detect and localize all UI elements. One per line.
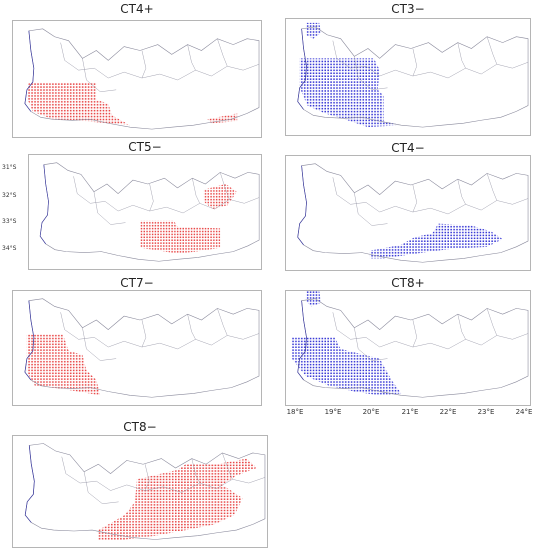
lon-label: 18°E xyxy=(286,408,304,416)
district-boundary xyxy=(412,48,417,77)
hatched-region xyxy=(305,22,322,39)
district-boundary xyxy=(332,312,529,350)
hatched-region xyxy=(299,58,402,128)
region-map xyxy=(24,28,260,130)
district-boundary xyxy=(412,184,417,213)
district-boundary xyxy=(412,319,417,348)
hatched-region xyxy=(369,223,503,259)
coastline xyxy=(297,165,307,246)
province-outline xyxy=(39,162,260,262)
district-boundary xyxy=(457,314,466,340)
hatched-region xyxy=(140,220,221,254)
coastline xyxy=(39,164,49,245)
hatched-region xyxy=(203,183,237,210)
coastline xyxy=(24,30,35,112)
lat-label: 31°S xyxy=(2,164,17,171)
lon-label: 21°E xyxy=(401,408,419,416)
district-boundary xyxy=(83,471,119,504)
district-boundary xyxy=(457,179,466,205)
district-boundary xyxy=(61,456,266,493)
district-boundary xyxy=(486,308,497,336)
hatched-region xyxy=(26,81,131,126)
panel-title: CT5− xyxy=(128,140,162,154)
panel-ct4minus: CT4− xyxy=(285,141,531,271)
district-boundary xyxy=(60,312,260,350)
lon-label: 23°E xyxy=(477,408,495,416)
panel-ct7minus: CT7− xyxy=(12,276,262,406)
district-boundary xyxy=(141,50,147,79)
district-boundary xyxy=(486,36,497,65)
district-boundary xyxy=(219,172,230,200)
coastline xyxy=(297,28,307,110)
map-frame xyxy=(12,290,262,406)
district-boundary xyxy=(192,178,200,204)
district-boundary xyxy=(60,42,260,81)
coastline xyxy=(297,300,307,381)
lon-label: 20°E xyxy=(362,408,380,416)
region-map xyxy=(24,298,260,398)
district-boundary xyxy=(354,327,388,361)
district-boundary xyxy=(354,56,388,90)
map-frame xyxy=(12,20,262,138)
lon-label: 19°E xyxy=(324,408,342,416)
hatched-region xyxy=(26,333,101,396)
district-boundary xyxy=(332,40,529,79)
region-map xyxy=(24,443,266,540)
map-frame xyxy=(285,18,531,136)
district-boundary xyxy=(187,314,196,340)
district-boundary xyxy=(149,183,154,212)
panel-title: CT7− xyxy=(120,276,154,290)
lat-label: 32°S xyxy=(2,192,17,199)
district-boundary xyxy=(93,191,126,225)
district-boundary xyxy=(82,58,117,92)
district-boundary xyxy=(82,327,117,361)
map-frame xyxy=(28,154,262,270)
district-boundary xyxy=(187,44,196,71)
province-outline xyxy=(297,163,529,263)
panel-title: CT8− xyxy=(123,420,157,434)
map-frame xyxy=(12,435,268,548)
panel-title: CT8+ xyxy=(391,276,425,290)
region-map xyxy=(39,162,260,262)
lon-label: 24°E xyxy=(515,408,533,416)
district-boundary xyxy=(486,173,497,201)
panel-ct8plus: CT8+ xyxy=(285,276,531,406)
district-boundary xyxy=(354,192,388,226)
region-map xyxy=(297,22,529,128)
panel-title: CT3− xyxy=(391,2,425,16)
region-map xyxy=(291,291,529,398)
panel-ct5minus: CT5− xyxy=(28,140,262,270)
panel-ct3minus: CT3− xyxy=(285,2,531,136)
coastline xyxy=(24,445,35,523)
hatched-region xyxy=(207,113,238,124)
map-frame xyxy=(285,155,531,271)
district-boundary xyxy=(332,177,529,215)
lat-label: 34°S xyxy=(2,245,17,252)
district-boundary xyxy=(141,319,147,348)
district-boundary xyxy=(191,458,201,484)
hatched-region xyxy=(98,458,257,540)
lat-label: 33°S xyxy=(2,218,17,225)
district-boundary xyxy=(217,38,228,67)
district-boundary xyxy=(217,308,228,336)
map-frame xyxy=(285,290,531,406)
panel-ct8minus: CT8− xyxy=(12,420,268,548)
lon-label: 22°E xyxy=(439,408,457,416)
panel-ct4plus: CT4+ xyxy=(12,2,262,138)
district-boundary xyxy=(144,464,150,491)
hatched-region xyxy=(291,337,402,396)
district-boundary xyxy=(457,42,466,69)
region-map xyxy=(297,163,529,263)
panel-title: CT4− xyxy=(391,141,425,155)
district-boundary xyxy=(222,452,233,480)
district-boundary xyxy=(73,176,260,214)
coastline xyxy=(24,300,35,381)
panel-title: CT4+ xyxy=(120,2,154,16)
